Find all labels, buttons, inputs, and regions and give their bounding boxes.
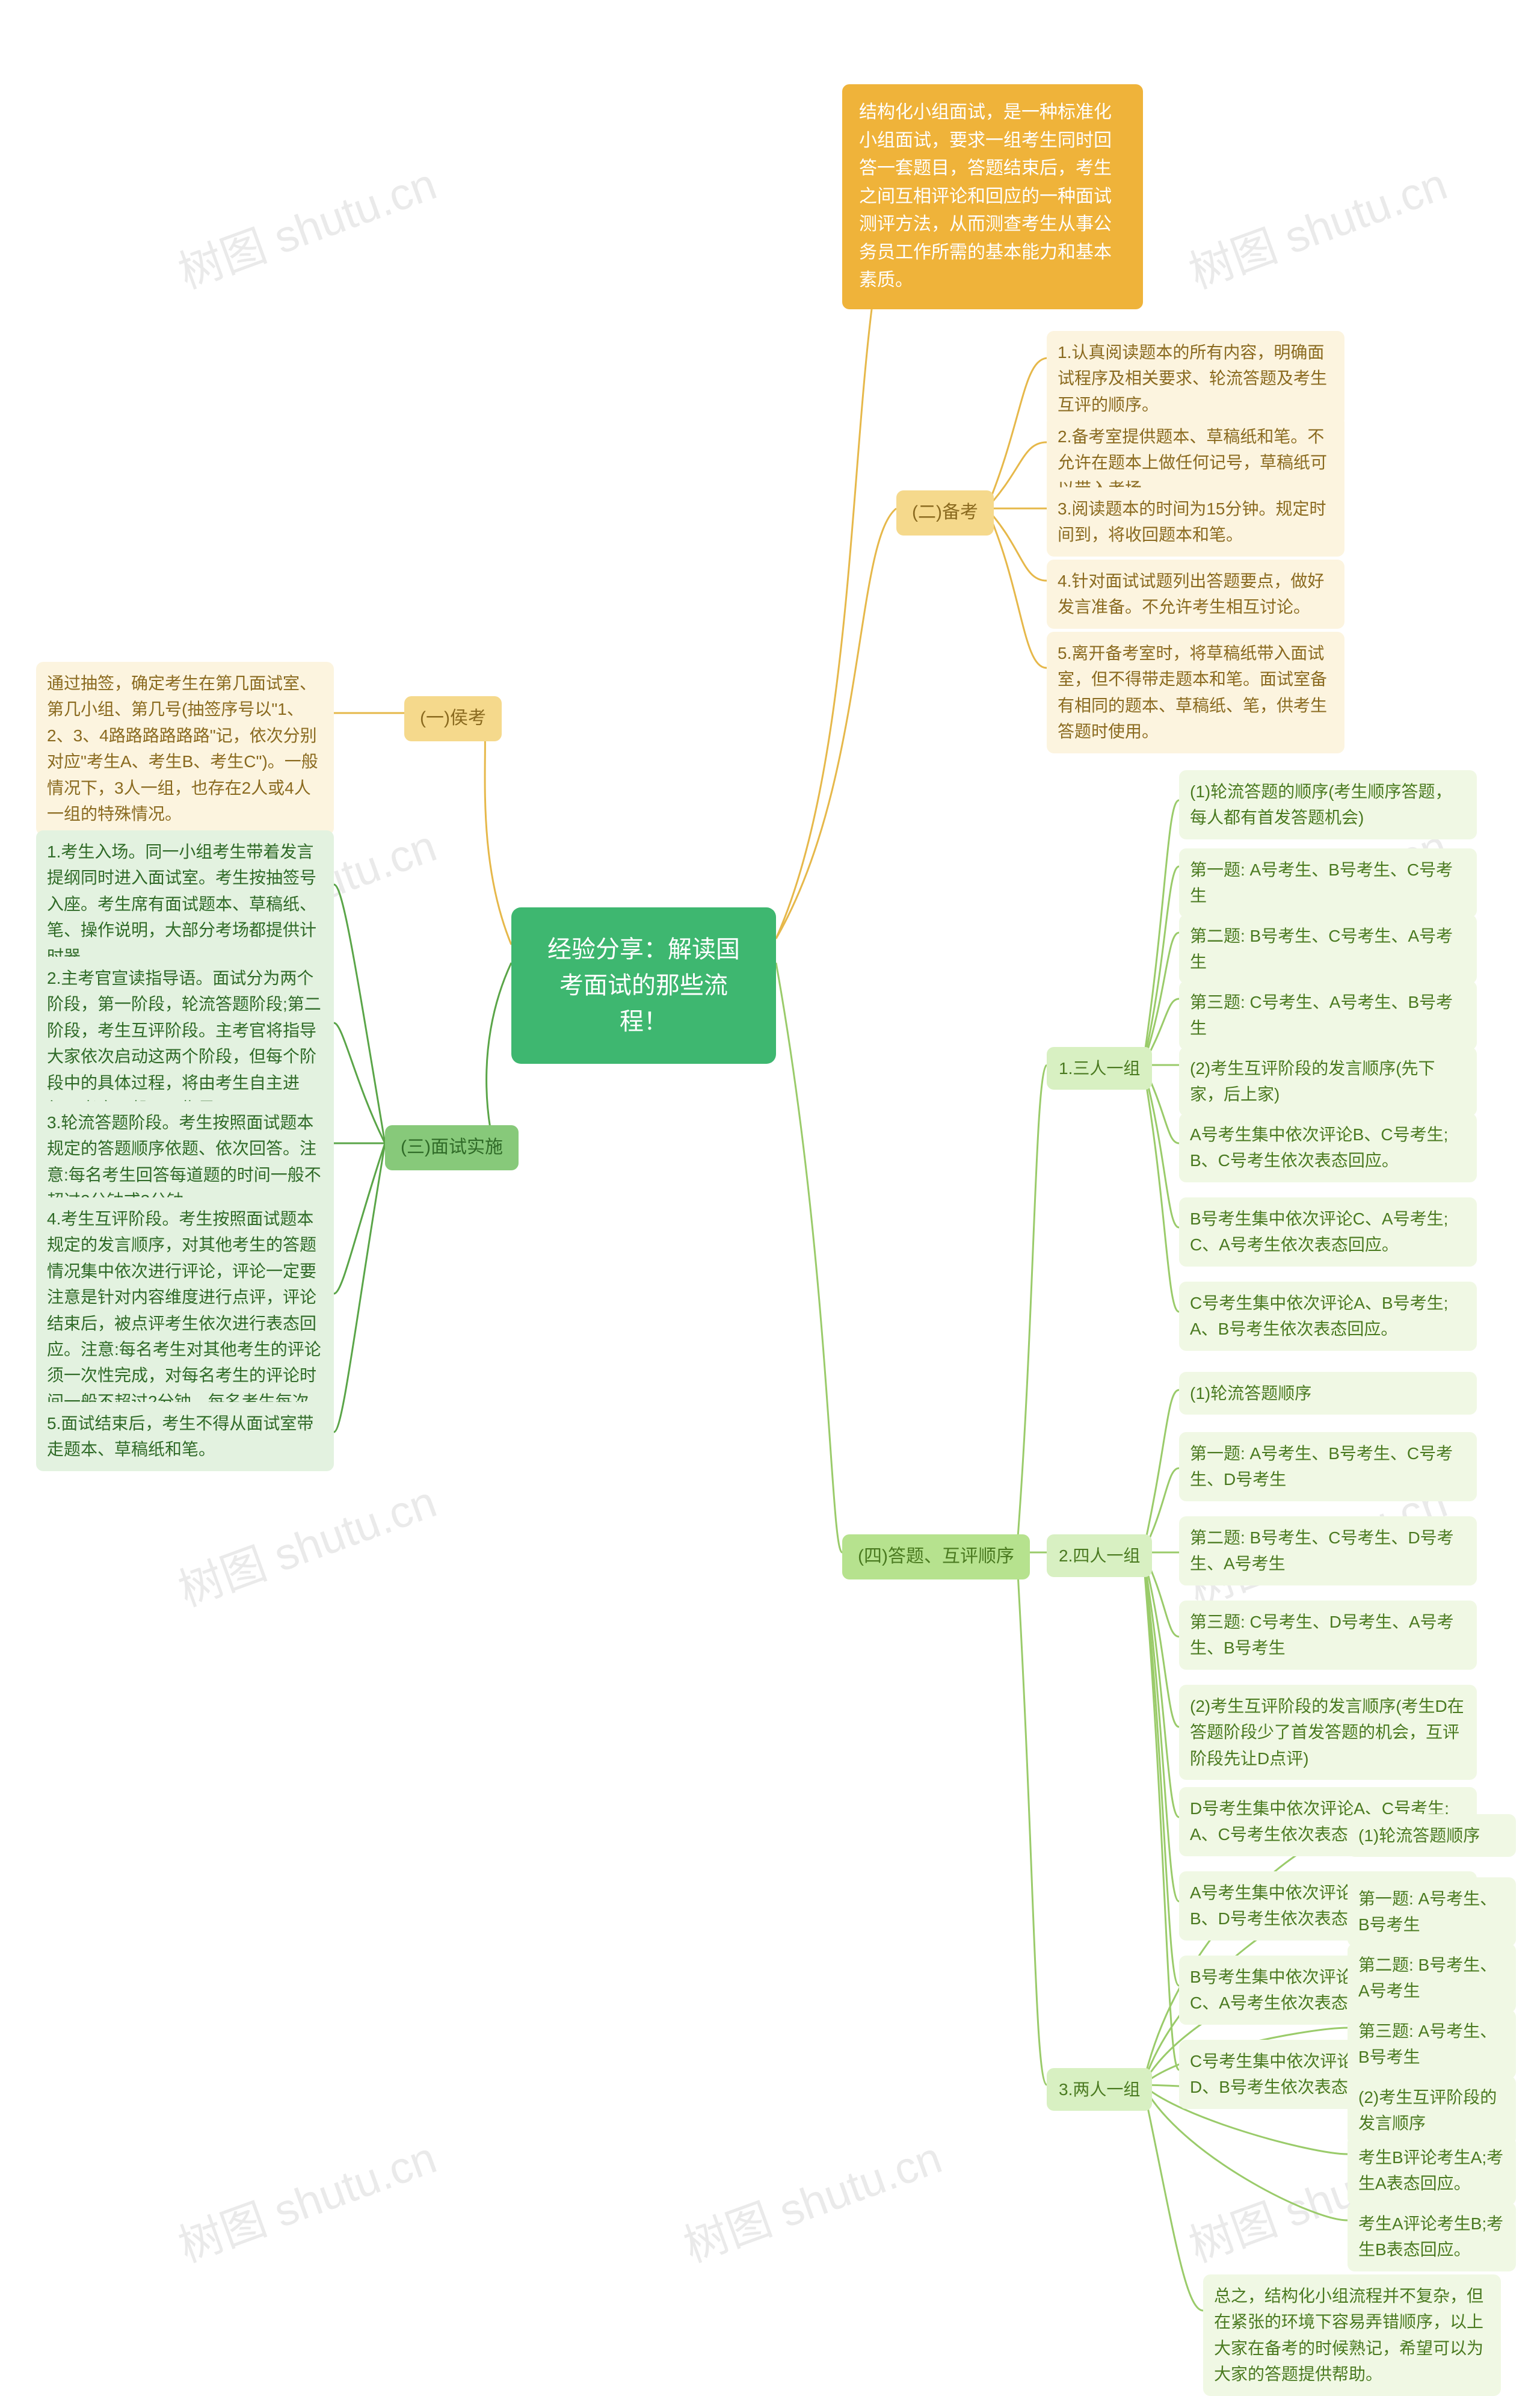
sec4-g2-item: (2)考生互评阶段的发言顺序(考生D在答题阶段少了首发答题的机会，互评阶段先让D…: [1179, 1685, 1477, 1780]
sec2-title[interactable]: (二)备考: [896, 490, 994, 536]
sec4-g2-item: 第一题: A号考生、B号考生、C号考生、D号考生: [1179, 1432, 1477, 1501]
sec4-g1-item: A号考生集中依次评论B、C号考生; B、C号考生依次表态回应。: [1179, 1113, 1477, 1182]
sec4-g3-item: 第二题: B号考生、A号考生: [1348, 1944, 1516, 2013]
watermark: 树图 shutu.cn: [168, 1466, 444, 1619]
sec4-title[interactable]: (四)答题、互评顺序: [842, 1534, 1030, 1579]
sec4-g1-title[interactable]: 1.三人一组: [1047, 1047, 1152, 1090]
sec4-g3-item: (1)轮流答题顺序: [1348, 1814, 1516, 1857]
watermark: 树图 shutu.cn: [168, 149, 444, 301]
watermark: 树图 shutu.cn: [1179, 149, 1455, 301]
sec2-item: 4.针对面试试题列出答题要点，做好发言准备。不允许考生相互讨论。: [1047, 560, 1344, 629]
sec4-g3-title[interactable]: 3.两人一组: [1047, 2068, 1152, 2111]
sec4-g3-item: 第三题: A号考生、B号考生: [1348, 2010, 1516, 2079]
sec4-g1-item: 第一题: A号考生、B号考生、C号考生: [1179, 848, 1477, 918]
sec1-title[interactable]: (一)侯考: [404, 696, 502, 741]
sec4-g3-item: 考生A评论考生B;考生B表态回应。: [1348, 2202, 1516, 2271]
sec4-g3-item: 第一题: A号考生、B号考生: [1348, 1877, 1516, 1947]
sec3-title[interactable]: (三)面试实施: [385, 1125, 519, 1170]
sec3-item: 1.考生入场。同一小组考生带着发言提纲同时进入面试室。考生按抽签号入座。考生席有…: [36, 830, 334, 978]
sec4-g3-item: 考生B评论考生A;考生A表态回应。: [1348, 2136, 1516, 2205]
sec4-g2-item: (1)轮流答题顺序: [1179, 1372, 1477, 1415]
sec4-g1-item: 第三题: C号考生、A号考生、B号考生: [1179, 981, 1477, 1050]
sec4-g2-item: 第三题: C号考生、D号考生、A号考生、B号考生: [1179, 1601, 1477, 1670]
mindmap-root[interactable]: 经验分享：解读国考面试的那些流程！: [511, 907, 776, 1064]
sec4-g1-item: (2)考生互评阶段的发言顺序(先下家，后上家): [1179, 1047, 1477, 1116]
sec4-g2-item: 第二题: B号考生、C号考生、D号考生、A号考生: [1179, 1516, 1477, 1585]
sec4-g1-item: 第二题: B号考生、C号考生、A号考生: [1179, 915, 1477, 984]
watermark: 树图 shutu.cn: [674, 2122, 949, 2275]
sec2-item: 1.认真阅读题本的所有内容，明确面试程序及相关要求、轮流答题及考生互评的顺序。: [1047, 331, 1344, 426]
sec3-item: 5.面试结束后，考生不得从面试室带走题本、草稿纸和笔。: [36, 1402, 334, 1471]
sec4-g1-item: (1)轮流答题的顺序(考生顺序答题，每人都有首发答题机会): [1179, 770, 1477, 839]
sec2-item: 3.阅读题本的时间为15分钟。规定时间到，将收回题本和笔。: [1047, 487, 1344, 557]
sec1-leaf: 通过抽签，确定考生在第几面试室、第几小组、第几号(抽签序号以"1、2、3、4路路…: [36, 662, 334, 835]
sec4-g1-item: B号考生集中依次评论C、A号考生; C、A号考生依次表态回应。: [1179, 1197, 1477, 1267]
intro-block: 结构化小组面试，是一种标准化小组面试，要求一组考生同时回答一套题目，答题结束后，…: [842, 84, 1143, 309]
sec4-g3-summary: 总之，结构化小组流程并不复杂，但在紧张的环境下容易弄错顺序，以上大家在备考的时候…: [1203, 2274, 1501, 2396]
sec4-g3-item: (2)考生互评阶段的发言顺序: [1348, 2076, 1516, 2145]
sec4-g2-title[interactable]: 2.四人一组: [1047, 1534, 1152, 1577]
watermark: 树图 shutu.cn: [168, 2122, 444, 2275]
sec2-item: 5.离开备考室时，将草稿纸带入面试室，但不得带走题本和笔。面试室备有相同的题本、…: [1047, 632, 1344, 753]
sec4-g1-item: C号考生集中依次评论A、B号考生; A、B号考生依次表态回应。: [1179, 1282, 1477, 1351]
